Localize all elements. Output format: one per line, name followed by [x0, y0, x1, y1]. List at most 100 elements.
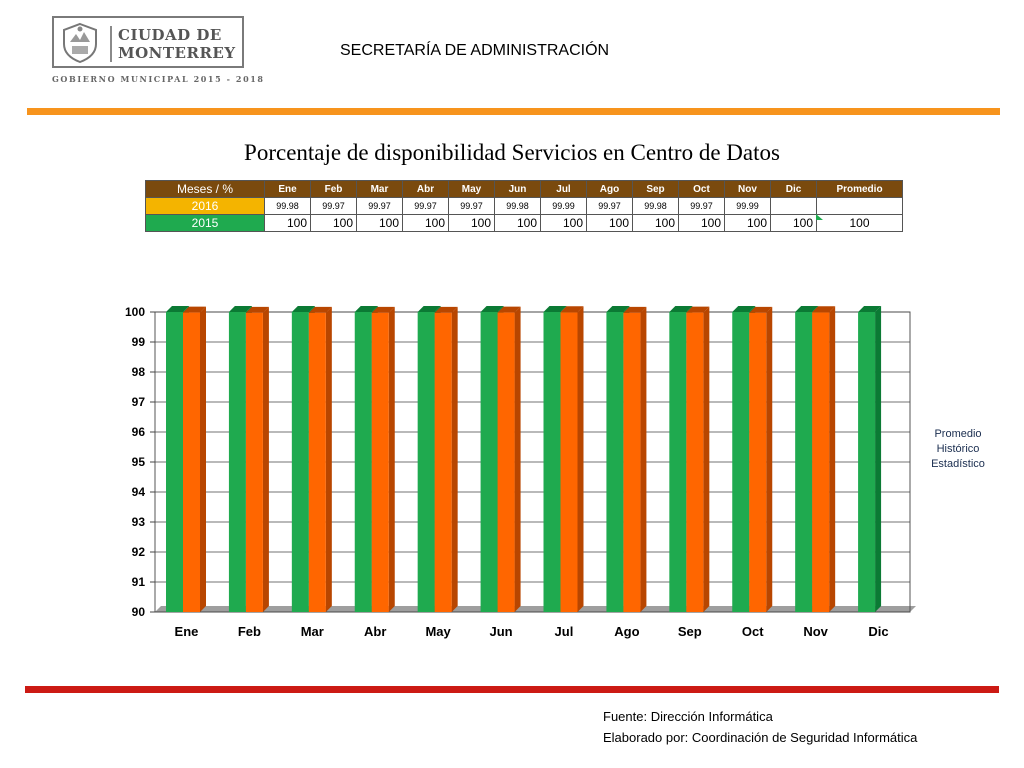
- bar-2015-Abr: [354, 312, 372, 612]
- city-logo: CIUDAD DE MONTERREY GOBIERNO MUNICIPAL 2…: [52, 16, 263, 88]
- bar-top-2016-Mar: [308, 306, 332, 313]
- bar-top-2016-Feb: [245, 306, 269, 313]
- table-cell: 99.97: [402, 197, 449, 215]
- y-tick-label: 95: [132, 455, 146, 469]
- table-header-cell: Jul: [540, 180, 587, 198]
- table-header-cell: Abr: [402, 180, 449, 198]
- bar-2016-Feb: [245, 312, 263, 612]
- logo-subtitle: GOBIERNO MUNICIPAL 2015 - 2018: [52, 74, 265, 84]
- bar-top-2016-Abr: [371, 306, 395, 313]
- bar-2015-Sep: [669, 312, 687, 612]
- bar-2016-Mar: [308, 312, 326, 612]
- logo-line-1: CIUDAD DE: [118, 26, 222, 44]
- x-tick-label: May: [425, 624, 451, 639]
- table-cell: 99.99: [540, 197, 587, 215]
- chart-floor: [155, 606, 916, 612]
- table-cell: 100: [448, 214, 495, 232]
- bar-top-2016-Jun: [497, 306, 521, 313]
- bar-2015-Nov: [795, 312, 813, 612]
- chart-title: Porcentaje de disponibilidad Servicios e…: [244, 140, 780, 165]
- bar-2015-Jun: [480, 312, 498, 612]
- table-cell: [816, 197, 903, 215]
- bar-side-2016-Sep: [703, 306, 710, 612]
- table-cell: 99.98: [264, 197, 311, 215]
- top-accent-bar: [27, 108, 1000, 115]
- bar-top-2015-Nov: [795, 306, 819, 312]
- bar-2016-Ago: [623, 312, 641, 612]
- bottom-accent-bar: [25, 686, 999, 693]
- bar-2015-Mar: [291, 312, 309, 612]
- side-note-line: Estadístico: [931, 458, 985, 470]
- bar-top-2016-May: [434, 306, 458, 313]
- logo-divider: [110, 26, 112, 62]
- bar-top-2015-Sep: [669, 306, 693, 312]
- table-header-row: Meses / % Ene Feb Mar Abr May Jun Jul Ag…: [145, 180, 903, 198]
- table-header-cell: Nov: [724, 180, 771, 198]
- bar-top-2015-Feb: [228, 306, 252, 312]
- bar-top-2015-Jul: [543, 306, 567, 312]
- bar-2016-Oct: [749, 312, 767, 612]
- side-note: Promedio Histórico Estadístico: [912, 427, 1004, 472]
- bar-top-2016-Nov: [812, 306, 836, 313]
- y-tick-label: 96: [132, 425, 146, 439]
- table-cell: 99.98: [632, 197, 679, 215]
- logo-frame: CIUDAD DE MONTERREY: [52, 16, 244, 68]
- bar-chart: 90 91 92 93 94 95 96 97 98 99 100 Ene Feb Mar Abr May Ju…: [125, 305, 916, 639]
- bar-side-2016-May: [451, 306, 458, 612]
- x-tick-label: Ago: [614, 624, 639, 639]
- bar-2016-May: [434, 312, 452, 612]
- bar-top-2016-Sep: [686, 306, 710, 313]
- header-title: SECRETARÍA DE ADMINISTRACIÓN: [340, 42, 610, 59]
- table-cell: 100: [678, 214, 725, 232]
- bar-side-2016-Ene: [200, 306, 206, 612]
- table-cell: [770, 197, 817, 215]
- x-tick-label: Nov: [803, 624, 828, 639]
- table-cell: 99.97: [310, 197, 357, 215]
- table-cell: 99.98: [494, 197, 541, 215]
- y-tick-label: 92: [132, 545, 146, 559]
- table-header-cell: Jun: [494, 180, 541, 198]
- bar-side-2016-Nov: [829, 306, 836, 612]
- bar-2015-Dic: [858, 312, 876, 612]
- x-tick-label: Abr: [364, 624, 386, 639]
- y-tick-label: 94: [132, 485, 146, 499]
- bar-2015-Ene: [166, 312, 183, 612]
- bar-top-2016-Oct: [749, 306, 773, 313]
- bar-2016-Sep: [686, 312, 704, 612]
- footer-author: Elaborado por: Coordinación de Seguridad…: [603, 730, 918, 745]
- bar-side-2016-Mar: [325, 306, 332, 612]
- bar-2016-Abr: [371, 312, 389, 612]
- logo-line-2: MONTERREY: [118, 44, 236, 62]
- bar-top-2016-Ene: [183, 306, 206, 313]
- table-cell: 100: [816, 214, 903, 232]
- table-cell: 100: [402, 214, 449, 232]
- bar-top-2015-Ago: [606, 306, 630, 312]
- table-cell: 99.97: [586, 197, 633, 215]
- y-tick-label: 93: [132, 515, 146, 529]
- table-corner-cell: Meses / %: [145, 180, 265, 198]
- table-header-cell: Ene: [264, 180, 311, 198]
- x-tick-label: Mar: [301, 624, 324, 639]
- table-cell: 100: [586, 214, 633, 232]
- city-seal-icon: [63, 22, 97, 64]
- y-tick-label: 91: [132, 575, 146, 589]
- table-header-cell: Dic: [770, 180, 817, 198]
- bar-2016-Jul: [560, 312, 578, 612]
- bar-2015-Ago: [606, 312, 624, 612]
- table-row: 2015 100 100 100 100 100 100 100 100 100…: [145, 214, 903, 232]
- table-header-cell: Promedio: [816, 180, 903, 198]
- bar-side-2015-Dic: [875, 306, 882, 612]
- table-header-cell: Feb: [310, 180, 357, 198]
- bar-side-2016-Ago: [640, 306, 647, 612]
- table-cell: 100: [356, 214, 403, 232]
- row-label-2015: 2015: [145, 214, 265, 232]
- bar-top-2015-May: [417, 306, 441, 312]
- x-tick-label: Ene: [175, 624, 199, 639]
- bar-side-2016-Feb: [262, 306, 269, 612]
- bar-2015-May: [417, 312, 435, 612]
- bar-side-2016-Abr: [388, 306, 395, 612]
- bar-top-2015-Dic: [858, 306, 882, 312]
- bar-side-2016-Oct: [766, 306, 773, 612]
- table-cell: 100: [494, 214, 541, 232]
- bar-2016-Jun: [497, 312, 515, 612]
